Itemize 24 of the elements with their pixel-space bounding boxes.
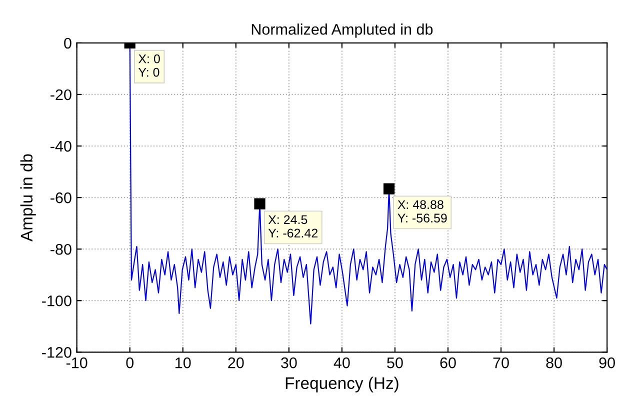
x-tick-label: 20 bbox=[228, 357, 244, 368]
x-tick-label: 0 bbox=[126, 357, 134, 368]
y-tick-label: -80 bbox=[50, 244, 72, 255]
y-tick-label: -40 bbox=[50, 140, 72, 152]
y-tick-label: -120 bbox=[42, 347, 72, 358]
y-tick-label: -20 bbox=[50, 89, 72, 100]
x-tick-label: 90 bbox=[599, 357, 615, 368]
x-tick-label: 40 bbox=[334, 357, 350, 368]
x-tick-label: 80 bbox=[546, 357, 562, 368]
annotation: X: 0 Y: 0 bbox=[138, 54, 160, 77]
x-tick-label: 50 bbox=[387, 357, 403, 368]
y-tick-label: -100 bbox=[42, 295, 72, 306]
annotation: X: 24.5 Y: -62.42 bbox=[268, 215, 318, 238]
x-tick-label: 70 bbox=[493, 357, 509, 368]
x-tick-label: -10 bbox=[66, 357, 88, 368]
y-tick-label: 0 bbox=[64, 38, 72, 49]
annotation: X: 48.88 Y: -56.59 bbox=[398, 200, 447, 223]
y-axis-title: Amplu in db bbox=[20, 154, 36, 242]
chart-title: Normalized Ampluted in db bbox=[252, 24, 433, 38]
x-tick-label: 10 bbox=[176, 357, 191, 368]
y-tick-label: -60 bbox=[50, 192, 72, 204]
x-tick-label: 30 bbox=[281, 357, 297, 368]
x-tick-label: 60 bbox=[440, 357, 456, 368]
x-axis-title: Frequency (Hz) bbox=[286, 376, 398, 392]
